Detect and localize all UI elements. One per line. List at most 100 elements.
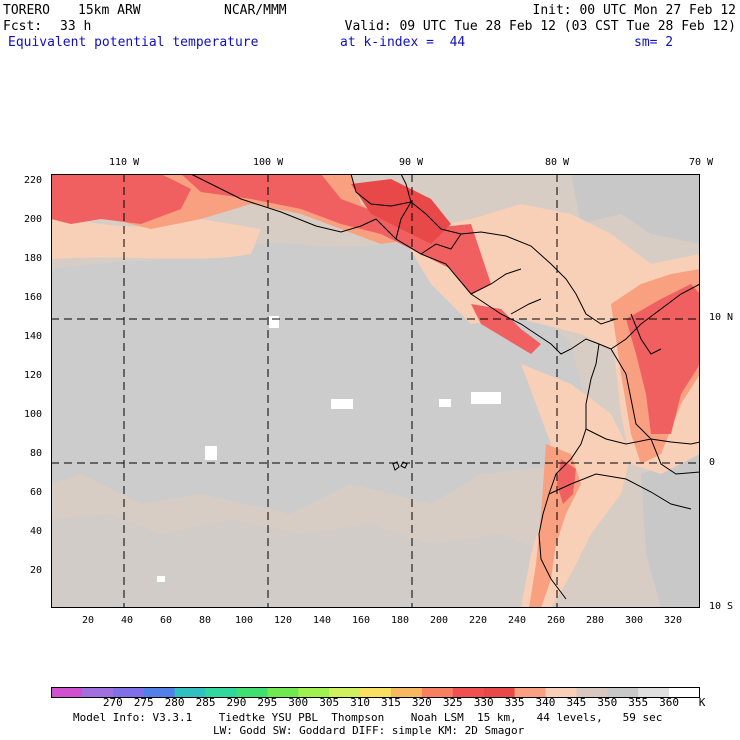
colorbar-unit: K [698,696,706,709]
coastline-mexico [190,174,377,233]
colorbar-label: 305 [319,696,340,709]
colorbar-label: 280 [164,696,185,709]
lon-label-110w: 110 W [109,157,140,168]
border-line [470,268,522,295]
colorbar-swatch [267,687,299,698]
white-cell [157,576,165,582]
colorbar-swatch [576,687,608,698]
smoothing: sm= 2 [634,35,674,50]
colorbar-swatch [174,687,207,698]
colorbar-label: 275 [133,696,154,709]
colorbar-label: 320 [411,696,432,709]
y-tick: 120 [24,370,43,381]
x-tick: 200 [430,615,449,626]
lon-label-90w: 90 W [399,157,424,168]
x-tick: 280 [586,615,605,626]
model-info-line-2: LW: Godd SW: Goddard DIFF: simple KM: 2D… [213,724,525,737]
x-tick: 20 [82,615,95,626]
colorbar-label: 325 [442,696,463,709]
lon-label-80w: 80 W [545,157,570,168]
x-tick: 220 [469,615,488,626]
colorbar-label: 330 [473,696,494,709]
border-line [585,428,652,445]
coastline-south-america [610,283,700,350]
colorbar-frame [51,687,700,698]
model-resolution: 15km ARW [78,3,141,18]
border-line [610,348,700,445]
graticule [51,174,700,608]
colorbar-swatch [298,687,330,698]
forecast-hour: 33 h [60,19,92,34]
colorbar-swatch [360,687,392,698]
y-tick: 80 [30,448,43,459]
colorbar-swatch [112,687,145,698]
lon-label-100w: 100 W [253,157,284,168]
border-line [510,298,542,315]
red-region [471,304,541,354]
map-panel [51,174,700,608]
colorbar-swatch [669,687,701,698]
border-line [548,473,692,510]
white-cell [439,399,451,407]
coastline-colombia-pacific [538,343,600,600]
border-line [650,438,700,475]
white-cell [471,392,501,404]
colorbar-label: 355 [628,696,649,709]
x-tick: 100 [235,615,254,626]
colorbar-swatch [236,687,268,698]
forecast-label: Fcst: [3,19,43,34]
grey-region [571,174,700,244]
y-tick: 200 [24,214,43,225]
x-tick: 40 [121,615,134,626]
x-tick: 320 [664,615,683,626]
x-tick: 60 [160,615,173,626]
colorbar-label: 285 [195,696,216,709]
colorbar-swatch [638,687,670,698]
red-region [557,459,576,504]
map-frame [51,174,700,608]
colorbar-label: 315 [381,696,401,709]
x-tick: 160 [352,615,371,626]
red-region [51,174,191,224]
colorbar-label: 335 [504,696,525,709]
y-tick: 140 [24,331,43,342]
colorbar-swatch [329,687,361,698]
border-line [395,201,412,240]
colorbar-label: 360 [659,696,680,709]
colorbar-label: 295 [257,696,278,709]
grey-region [51,243,591,514]
theta-e-field [51,174,700,608]
coastline-caribbean [410,201,617,325]
level-index: at k-index = 44 [340,35,466,50]
colorbar-label: 290 [226,696,247,709]
y-tick: 160 [24,292,43,303]
model-name: TORERO [3,3,50,18]
colorbar-label: 350 [597,696,618,709]
x-tick: 120 [274,615,293,626]
model-center: NCAR/MMM [224,3,287,18]
grey-region [641,454,700,608]
colorbar-swatch [143,687,176,698]
colorbar-swatch [514,687,546,698]
border-line [630,313,662,355]
red-region [351,179,451,244]
colorbar-swatch [81,687,114,698]
x-tick: 300 [625,615,644,626]
colorbar-swatch [390,687,423,698]
y-tick: 220 [24,175,43,186]
lat-label-10n: 10 N [709,312,734,323]
grey-region [51,514,551,608]
colorbar-swatch [607,687,639,698]
colorbar-label: 345 [566,696,587,709]
lat-label-0: 0 [709,457,716,468]
valid-time: Valid: 09 UTC Tue 28 Feb 12 (03 CST Tue … [344,19,736,34]
white-cell [205,446,217,460]
colorbar-swatch [545,687,577,698]
y-tick: 60 [30,487,43,498]
colorbar [51,683,701,698]
white-cell [269,316,279,328]
y-tick: 100 [24,409,43,420]
colorbar-label: 310 [350,696,370,709]
colorbar-label: 340 [535,696,556,709]
x-tick: 80 [199,615,212,626]
